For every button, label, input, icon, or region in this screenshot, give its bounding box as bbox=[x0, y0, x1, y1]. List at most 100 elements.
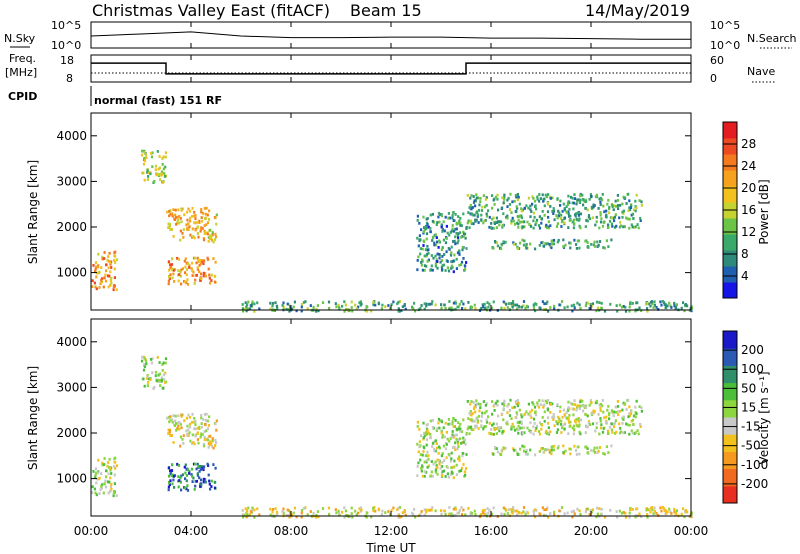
rti-cell bbox=[596, 451, 599, 454]
rti-cell bbox=[488, 508, 491, 512]
rti-cell bbox=[452, 301, 455, 305]
date-label: 14/May/2019 bbox=[585, 1, 690, 20]
rti-cell bbox=[635, 301, 638, 305]
rti-cell bbox=[621, 202, 624, 206]
rti-cell bbox=[193, 442, 196, 446]
rti-cell bbox=[475, 218, 478, 222]
rti-cell bbox=[567, 406, 570, 410]
rti-cell bbox=[608, 219, 612, 223]
rti-cell bbox=[569, 246, 572, 250]
rti-cell bbox=[599, 419, 602, 423]
rti-cell bbox=[601, 430, 605, 434]
rti-cell bbox=[603, 515, 607, 519]
rti-cell bbox=[421, 258, 424, 262]
rti-cell bbox=[242, 515, 245, 519]
rti-cell bbox=[560, 225, 563, 228]
rti-cell bbox=[440, 303, 443, 306]
rti-cell bbox=[610, 428, 613, 432]
rti-cell bbox=[629, 412, 633, 416]
rti-cell bbox=[616, 199, 620, 202]
rti-cell bbox=[534, 515, 537, 519]
rti-cell bbox=[511, 406, 514, 410]
rti-cell bbox=[653, 303, 656, 307]
rti-cell bbox=[593, 446, 596, 450]
rti-cell bbox=[595, 515, 598, 519]
rti-cell bbox=[480, 419, 483, 423]
rti-cell bbox=[327, 300, 331, 304]
rti-cell bbox=[464, 267, 467, 271]
rti-cell bbox=[511, 422, 514, 426]
rti-cell bbox=[197, 465, 201, 468]
velocity-colorbar-label: Velocity [m s⁻¹] bbox=[757, 371, 771, 464]
colorbar-tick-label: -100 bbox=[741, 458, 768, 472]
rti-cell bbox=[455, 463, 458, 467]
rti-cell bbox=[103, 463, 106, 466]
rti-cell bbox=[452, 446, 455, 449]
colorbar-tick-label: 20 bbox=[741, 181, 756, 195]
rti-cell bbox=[540, 447, 543, 451]
rti-cell bbox=[496, 450, 499, 454]
rti-cell bbox=[630, 213, 633, 217]
rti-cell bbox=[575, 408, 578, 412]
rti-cell bbox=[616, 405, 620, 408]
rti-cell bbox=[613, 425, 616, 429]
rti-cell bbox=[576, 239, 579, 243]
rti-cell bbox=[538, 421, 541, 425]
rti-cell bbox=[563, 217, 566, 221]
rti-cell bbox=[206, 232, 209, 236]
rti-cell bbox=[598, 403, 601, 407]
rti-cell bbox=[458, 221, 461, 225]
rti-cell bbox=[172, 208, 175, 212]
rti-cell bbox=[518, 420, 521, 424]
rti-cell bbox=[448, 300, 451, 303]
rti-cell bbox=[450, 306, 453, 310]
rti-cell bbox=[470, 194, 473, 197]
nsky-tick-top: 10^5 bbox=[51, 19, 81, 32]
rti-cell bbox=[143, 150, 146, 154]
rti-cell bbox=[584, 225, 587, 228]
rti-cell bbox=[632, 208, 636, 212]
rti-cell bbox=[207, 424, 211, 427]
rti-cell bbox=[544, 242, 547, 245]
colorbar-tick-label: 24 bbox=[741, 159, 756, 173]
rti-cell bbox=[593, 410, 596, 413]
rti-cell bbox=[159, 384, 162, 387]
rti-cell bbox=[190, 261, 194, 265]
rti-cell bbox=[164, 151, 168, 155]
rti-cell bbox=[520, 431, 523, 435]
rti-cell bbox=[575, 453, 578, 456]
rti-cell bbox=[576, 199, 579, 203]
rti-cell bbox=[195, 467, 198, 471]
rti-cell bbox=[201, 425, 204, 429]
rti-cell bbox=[587, 215, 590, 219]
rti-cell bbox=[651, 302, 654, 306]
rti-cell bbox=[626, 423, 629, 427]
rti-cell bbox=[462, 463, 465, 466]
rti-cell bbox=[174, 208, 177, 212]
rti-cell bbox=[495, 427, 498, 430]
rti-cell bbox=[601, 193, 604, 196]
rti-cell bbox=[177, 269, 180, 272]
rti-cell bbox=[492, 506, 495, 510]
rti-cell bbox=[605, 209, 608, 213]
rti-cell bbox=[200, 416, 203, 420]
velocity-data-cells bbox=[91, 355, 693, 519]
rti-cell bbox=[387, 304, 390, 307]
rti-cell bbox=[256, 507, 259, 511]
rti-cell bbox=[534, 508, 537, 512]
rti-cell bbox=[180, 282, 183, 286]
rti-cell bbox=[101, 255, 104, 259]
rti-cell bbox=[599, 406, 602, 410]
rti-cell bbox=[651, 508, 654, 512]
rti-cell bbox=[427, 431, 430, 435]
rti-cell bbox=[438, 239, 441, 243]
rti-cell bbox=[453, 459, 456, 463]
rti-cell bbox=[208, 482, 211, 486]
rti-cell bbox=[479, 403, 482, 406]
rti-cell bbox=[176, 462, 179, 466]
rti-cell bbox=[242, 309, 245, 313]
rti-cell bbox=[474, 410, 477, 414]
rti-cell bbox=[632, 414, 636, 418]
rti-cell bbox=[660, 303, 663, 307]
rti-cell bbox=[292, 511, 295, 515]
